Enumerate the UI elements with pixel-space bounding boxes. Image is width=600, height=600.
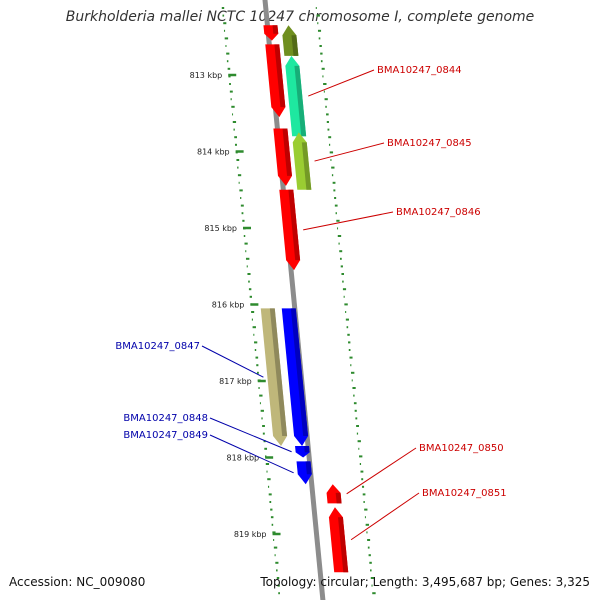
gene-leader-line [303,211,394,231]
gene-leader-line [350,492,420,541]
tick-label: 818 kbp [227,454,260,463]
topology-text: Topology: circular; Length: 3,495,687 bp… [260,575,590,589]
gene-features [260,25,349,573]
gene-labels: BMA10247_0844 BMA10247_0845 BMA10247_0846 B… [115,65,507,541]
gene-arrow[interactable] [273,128,292,186]
gene-arrow[interactable] [326,484,342,504]
gene-label[interactable]: BMA10247_0844 [377,65,462,76]
tick-label: 817 kbp [219,377,252,386]
gene-arrow[interactable] [279,189,301,271]
gene-label[interactable]: BMA10247_0847 [115,341,200,352]
gene-label[interactable]: BMA10247_0845 [387,138,472,149]
gene-arrow[interactable] [260,308,288,447]
tick-label: 815 kbp [204,224,237,233]
tick-label: 816 kbp [212,301,245,310]
tick-label: 814 kbp [197,148,230,157]
gene-leader-line [308,69,375,97]
gene-leader-line [201,345,264,378]
gene-leader-line [346,447,417,495]
gene-leader-line [209,434,294,474]
page-title: Burkholderia mallei NCTC 10247 chromosom… [65,9,535,25]
gene-arrow[interactable] [265,44,286,118]
tick-label: 813 kbp [190,71,223,80]
gene-arrow[interactable] [292,132,312,190]
gc-content-dots [221,7,376,595]
gene-leader-line [314,142,385,162]
gene-arrow[interactable] [281,308,309,447]
gene-label[interactable]: BMA10247_0851 [422,488,507,499]
tick-label: 819 kbp [234,530,267,539]
gene-arrow[interactable] [285,55,307,137]
gene-arrow[interactable] [295,446,310,458]
gene-label[interactable]: BMA10247_0848 [123,413,208,424]
ruler-ticks: 813 kbp 814 kbp 815 kbp 816 kbp 817 kbp 818 k… [190,71,281,539]
gene-label[interactable]: BMA10247_0846 [396,207,481,218]
gene-label[interactable]: BMA10247_0850 [419,443,504,454]
accession-text: Accession: NC_009080 [9,575,146,589]
gene-arrow[interactable] [282,25,299,56]
gene-arrow[interactable] [263,25,279,41]
gene-arrow[interactable] [296,461,312,485]
gene-arrow[interactable] [328,507,349,573]
gene-label[interactable]: BMA10247_0849 [123,430,208,441]
gene-leader-line [209,417,292,453]
